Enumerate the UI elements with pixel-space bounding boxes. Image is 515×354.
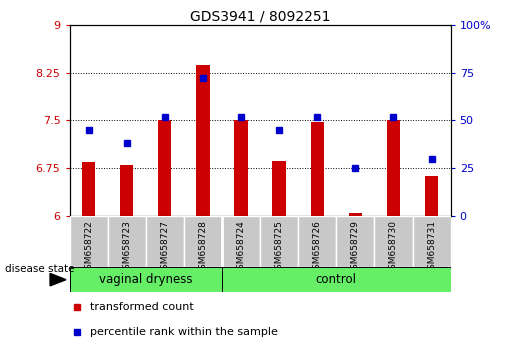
Text: GSM658730: GSM658730 (389, 220, 398, 275)
Bar (146, 216, 184, 267)
Text: GSM658727: GSM658727 (160, 220, 169, 275)
Bar (298, 216, 336, 267)
Text: control: control (316, 273, 357, 286)
Bar (70, 216, 108, 267)
Bar (387, 120, 400, 216)
Text: GSM658722: GSM658722 (84, 220, 93, 275)
Bar (222, 267, 451, 292)
Bar (311, 122, 324, 216)
Text: GSM658728: GSM658728 (198, 220, 208, 275)
Bar (158, 120, 171, 216)
Text: vaginal dryness: vaginal dryness (99, 273, 193, 286)
Bar (413, 216, 451, 267)
Bar (120, 165, 133, 216)
Bar (234, 120, 248, 216)
Text: GSM658724: GSM658724 (236, 220, 246, 275)
Text: GSM658731: GSM658731 (427, 220, 436, 275)
Bar (272, 160, 286, 216)
Text: GSM658729: GSM658729 (351, 220, 360, 275)
Bar (196, 65, 210, 216)
Bar (108, 216, 146, 267)
Text: percentile rank within the sample: percentile rank within the sample (91, 326, 279, 337)
Bar (70, 267, 222, 292)
Title: GDS3941 / 8092251: GDS3941 / 8092251 (190, 10, 330, 24)
Text: transformed count: transformed count (91, 302, 194, 313)
Bar (425, 176, 438, 216)
Bar (349, 213, 362, 216)
Text: GSM658725: GSM658725 (274, 220, 284, 275)
Bar (336, 216, 374, 267)
Bar (222, 216, 260, 267)
Bar (82, 162, 95, 216)
Text: disease state: disease state (5, 264, 75, 274)
Text: GSM658726: GSM658726 (313, 220, 322, 275)
Text: GSM658723: GSM658723 (122, 220, 131, 275)
Bar (260, 216, 298, 267)
Polygon shape (50, 273, 66, 286)
Bar (184, 216, 222, 267)
Bar (374, 216, 413, 267)
